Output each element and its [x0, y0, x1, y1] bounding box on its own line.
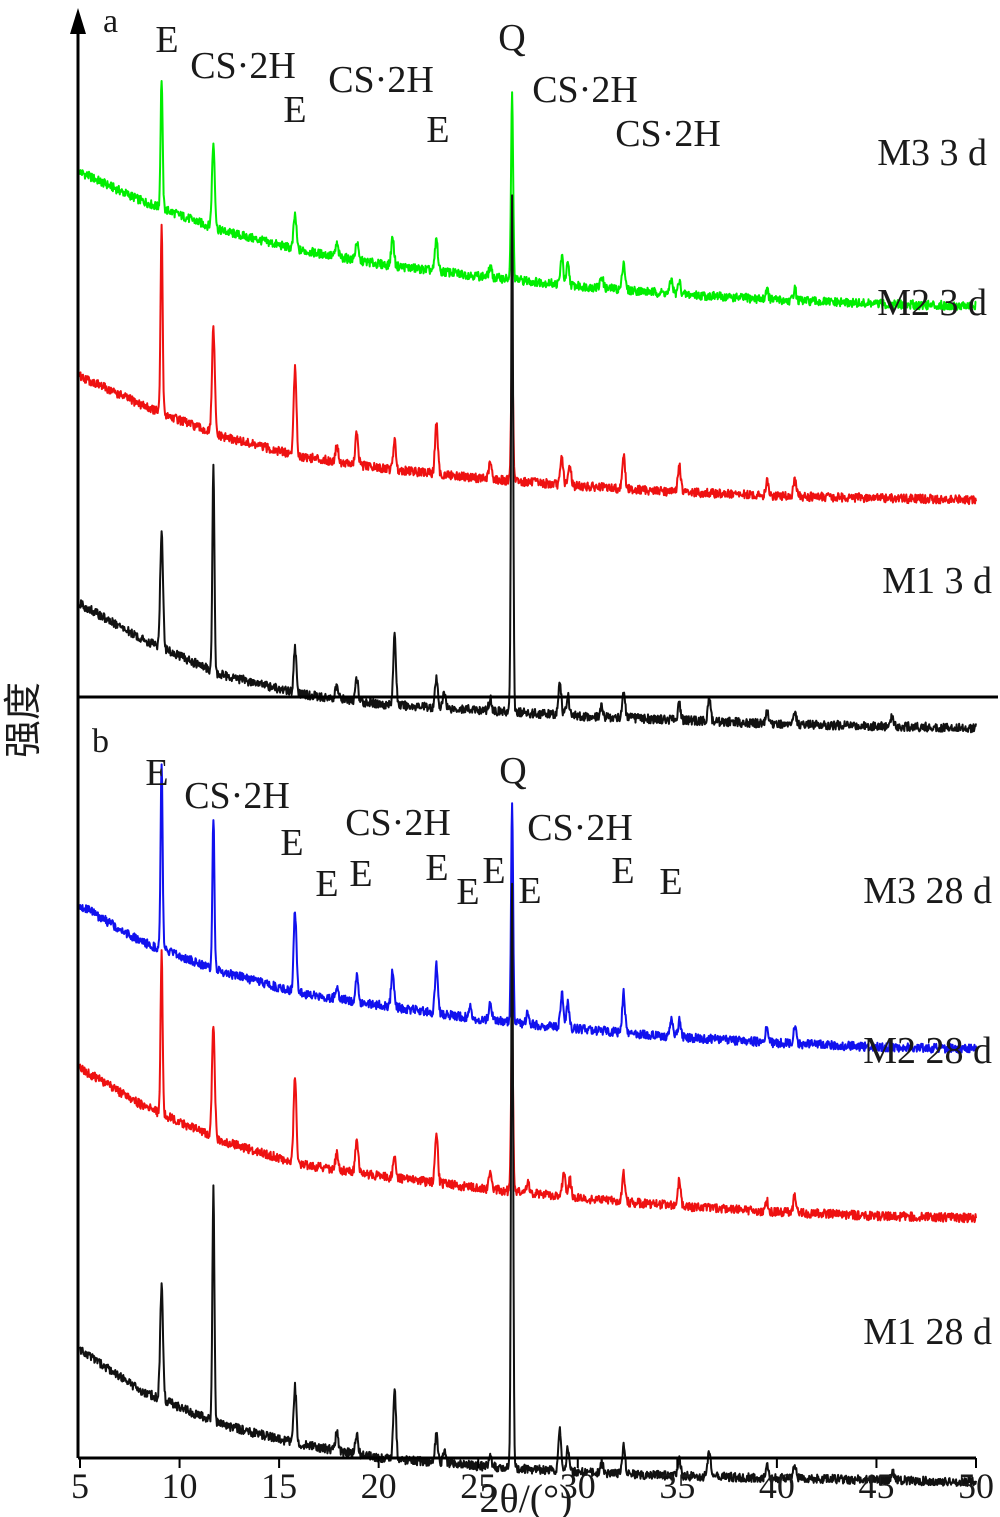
peak-annotation: E — [426, 109, 449, 151]
y-axis-label: 强度 — [3, 682, 45, 758]
peak-annotation: Q — [498, 17, 525, 59]
peak-annotation: E — [482, 850, 505, 892]
series-line-m3-3-d — [79, 80, 977, 311]
x-tick-label: 35 — [659, 1466, 695, 1506]
series-line-m2-3-d — [79, 223, 977, 506]
peak-annotation: CS·2H — [532, 69, 638, 111]
x-tick-label: 15 — [261, 1466, 297, 1506]
x-axis-ticks: 5 10 15 20 25 30 35 40 45 50 — [71, 1458, 994, 1506]
x-tick-label: 40 — [759, 1466, 795, 1506]
x-tick-label: 10 — [162, 1466, 198, 1506]
peak-annotation: CS·2H — [328, 59, 434, 101]
series-labels: M3 3 d M2 3 d M1 3 d M3 28 d M2 28 d M1 … — [863, 132, 992, 1353]
peak-annotation: E — [280, 822, 303, 864]
peak-annotation: E — [145, 752, 168, 794]
peak-annotation: E — [425, 847, 448, 889]
x-tick-label: 30 — [560, 1466, 596, 1506]
x-tick-label: 25 — [460, 1466, 496, 1506]
peak-annotation: CS·2H — [615, 113, 721, 155]
peak-annotation: E — [456, 871, 479, 913]
peak-annotation: E — [518, 870, 541, 912]
peak-annotation: Q — [499, 750, 526, 792]
peak-annotation: E — [155, 19, 178, 61]
x-axis-label: 2θ/(°) — [480, 1476, 573, 1517]
panel-labels: a b — [92, 3, 118, 760]
x-tick-label: 50 — [958, 1466, 994, 1506]
x-tick-label: 20 — [361, 1466, 397, 1506]
series-label-m3-3d: M3 3 d — [877, 132, 987, 174]
panel-a-label: a — [103, 3, 118, 40]
x-tick-label: 5 — [71, 1466, 89, 1506]
diffraction-traces — [79, 80, 977, 1487]
peak-annotation: CS·2H — [190, 45, 296, 87]
series-line-m1-3-d — [79, 194, 977, 734]
series-line-m1-28-d — [79, 882, 977, 1487]
peak-annotation: CS·2H — [527, 807, 633, 849]
axes — [70, 8, 998, 1460]
peak-annotation: E — [659, 861, 682, 903]
peak-annotation: CS·2H — [184, 775, 290, 817]
peak-annotation: E — [611, 850, 634, 892]
series-label-m3-28d: M3 28 d — [863, 870, 992, 912]
series-line-m2-28-d — [79, 949, 977, 1224]
series-label-m1-28d: M1 28 d — [863, 1311, 992, 1353]
peak-annotation: E — [349, 853, 372, 895]
peak-annotation: CS·2H — [345, 802, 451, 844]
series-label-m2-28d: M2 28 d — [863, 1030, 992, 1072]
x-tick-label: 45 — [858, 1466, 894, 1506]
series-line-m3-28-d — [79, 763, 977, 1054]
series-label-m2-3d: M2 3 d — [877, 282, 987, 324]
y-axis-arrow-icon — [70, 8, 86, 34]
panel-b-label: b — [92, 723, 109, 760]
phase-annotations: E CS·2H E CS·2H E Q CS·2H CS·2H E CS·2H … — [145, 17, 720, 913]
peak-annotation: E — [283, 89, 306, 131]
peak-annotation: E — [315, 863, 338, 905]
series-label-m1-3d: M1 3 d — [882, 560, 992, 602]
